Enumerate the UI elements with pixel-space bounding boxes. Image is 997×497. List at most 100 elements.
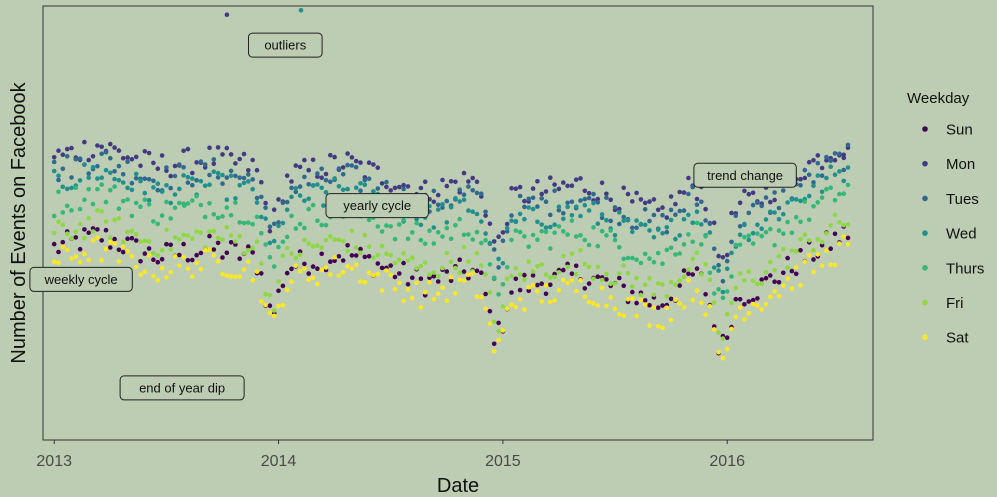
x-axis-ticks: 2013 2014 2015 2016 xyxy=(36,440,745,470)
point-sat xyxy=(366,270,372,276)
point-wed xyxy=(500,261,506,266)
point-sun xyxy=(595,274,601,280)
point-thurs xyxy=(271,264,277,269)
point-fri xyxy=(284,245,290,251)
point-fri xyxy=(673,282,678,288)
point-sat xyxy=(95,235,100,240)
point-mon xyxy=(375,165,381,170)
point-sat xyxy=(207,247,212,252)
point-thurs xyxy=(655,250,661,256)
point-thurs xyxy=(694,220,700,226)
point-thurs xyxy=(487,262,493,267)
point-mon xyxy=(819,165,825,171)
point-fri xyxy=(108,235,113,240)
point-mon xyxy=(724,252,730,258)
point-wed xyxy=(522,216,527,222)
point-thurs xyxy=(276,244,281,250)
point-tues xyxy=(517,193,523,199)
point-thurs xyxy=(686,232,691,237)
point-fri xyxy=(435,273,441,279)
point-mon xyxy=(617,206,622,212)
point-mon xyxy=(651,197,657,202)
point-thurs xyxy=(444,225,450,231)
point-thurs xyxy=(159,213,165,218)
point-tues xyxy=(595,200,601,205)
point-thurs xyxy=(504,265,510,270)
point-sun xyxy=(742,302,747,307)
point-tues xyxy=(116,163,122,169)
point-thurs xyxy=(668,245,674,251)
point-mon xyxy=(120,155,126,161)
point-fri xyxy=(310,244,316,249)
point-wed xyxy=(561,216,566,222)
point-thurs xyxy=(561,229,566,234)
point-wed xyxy=(750,230,756,236)
point-sat xyxy=(699,300,704,306)
point-sun xyxy=(828,246,833,251)
point-fri xyxy=(125,229,130,235)
point-wed xyxy=(681,216,687,222)
point-fri xyxy=(466,259,471,264)
point-sat xyxy=(720,356,726,361)
point-thurs xyxy=(86,186,91,192)
point-fri xyxy=(328,234,333,239)
point-thurs xyxy=(246,220,251,225)
point-tues xyxy=(237,175,242,180)
point-sat xyxy=(841,234,846,239)
point-sun xyxy=(737,297,743,302)
point-sun xyxy=(569,271,575,277)
point-fri xyxy=(215,235,221,241)
point-wed xyxy=(56,173,61,179)
point-fri xyxy=(811,247,816,253)
point-mon xyxy=(207,145,212,151)
point-wed xyxy=(90,165,96,170)
point-fri xyxy=(51,230,57,236)
point-mon xyxy=(647,199,652,204)
point-mon xyxy=(703,206,708,212)
point-wed xyxy=(151,185,156,190)
point-fri xyxy=(82,235,87,241)
point-tues xyxy=(259,194,264,200)
point-fri xyxy=(138,239,143,244)
point-sun xyxy=(522,272,527,278)
point-wed xyxy=(466,208,471,213)
point-mon xyxy=(319,175,325,180)
point-sat xyxy=(586,299,592,305)
legend-label-fri: Fri xyxy=(946,295,964,312)
point-tues xyxy=(720,278,726,284)
point-fri xyxy=(375,252,381,258)
annotation-box xyxy=(248,32,323,58)
point-mon xyxy=(664,215,670,220)
point-wed xyxy=(246,179,251,184)
point-mon xyxy=(237,156,242,162)
point-wed xyxy=(362,182,368,188)
point-thurs xyxy=(565,232,570,237)
point-tues xyxy=(651,212,657,218)
point-mon xyxy=(60,152,66,157)
point-thurs xyxy=(435,230,441,235)
point-mon xyxy=(655,207,661,213)
point-tues xyxy=(548,212,553,218)
point-thurs xyxy=(716,287,721,292)
point-mon xyxy=(190,170,195,176)
point-thurs xyxy=(828,185,833,191)
point-wed xyxy=(793,197,799,202)
point-tues xyxy=(504,229,510,234)
point-thurs xyxy=(198,202,204,208)
point-sun xyxy=(686,271,691,277)
point-wed xyxy=(237,183,242,188)
point-sat xyxy=(410,295,415,301)
point-fri xyxy=(427,272,432,278)
point-sun xyxy=(539,281,544,287)
point-tues xyxy=(190,182,195,188)
point-tues xyxy=(535,204,540,209)
point-wed xyxy=(612,233,618,238)
point-sat xyxy=(746,311,752,316)
point-tues xyxy=(763,195,769,200)
point-wed xyxy=(617,210,622,215)
point-fri xyxy=(220,237,225,242)
point-fri xyxy=(703,262,708,267)
point-sat xyxy=(60,244,66,249)
point-fri xyxy=(302,237,307,243)
point-sat xyxy=(802,259,808,264)
